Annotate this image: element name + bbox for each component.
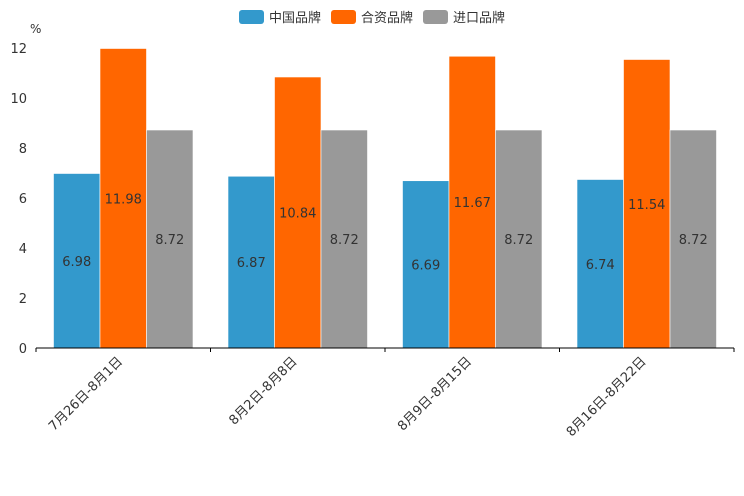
legend-item-imported[interactable]: 进口品牌 — [423, 7, 505, 26]
x-tick-label: 8月16日-8月22日 — [564, 354, 650, 440]
y-tick-label: 12 — [10, 42, 27, 57]
legend-swatch-imported — [423, 9, 448, 24]
data-label-series-1-cat-1: 10.84 — [279, 207, 316, 222]
data-label-series-1-cat-0: 11.98 — [105, 192, 142, 207]
data-label-series-2-cat-0: 8.72 — [155, 233, 184, 248]
y-tick-label: 10 — [10, 92, 27, 107]
x-tick-label: 7月26日-8月1日 — [46, 354, 126, 434]
y-axis: 0 2 4 6 8 10 12 — [10, 42, 27, 357]
legend-swatch-china — [238, 9, 264, 24]
legend-label-joint-venture: 合资品牌 — [360, 11, 413, 26]
bar-series-1-cat-3[interactable] — [623, 59, 671, 349]
data-labels: 6.98 11.98 8.72 6.87 10.84 8.72 6.69 11.67 8.72 6… — [62, 192, 707, 273]
bar-series-2-cat-3[interactable] — [669, 129, 717, 349]
x-axis: 7月26日-8月1日 8月2日-8月8日 8月9日-8月15日 8月16日-8月22日 — [35, 348, 735, 440]
bars — [53, 48, 717, 349]
legend-item-joint-venture[interactable]: 合资品牌 — [330, 7, 413, 26]
legend-label-imported: 进口品牌 — [453, 11, 506, 26]
bar-series-0-cat-3[interactable] — [576, 179, 624, 349]
y-axis-unit: % — [30, 22, 41, 36]
bar-series-2-cat-1[interactable] — [320, 129, 368, 349]
data-label-series-1-cat-2: 11.67 — [454, 196, 491, 211]
legend-label-china: 中国品牌 — [268, 11, 321, 26]
legend-swatch-joint-venture — [330, 9, 356, 24]
data-label-series-2-cat-1: 8.72 — [330, 233, 359, 248]
data-label-series-0-cat-0: 6.98 — [62, 255, 91, 270]
bar-series-1-cat-0[interactable] — [99, 48, 147, 349]
bar-series-0-cat-1[interactable] — [227, 175, 275, 349]
x-tick-label: 8月2日-8月8日 — [226, 354, 300, 428]
bar-series-0-cat-0[interactable] — [53, 173, 101, 349]
x-tick-label: 8月9日-8月15日 — [395, 354, 475, 434]
bar-series-2-cat-2[interactable] — [495, 129, 543, 349]
y-tick-label: 8 — [19, 142, 27, 157]
y-tick-label: 4 — [19, 242, 27, 257]
legend: 中国品牌 合资品牌 进口品牌 — [0, 7, 744, 26]
data-label-series-2-cat-2: 8.72 — [504, 233, 533, 248]
data-label-series-2-cat-3: 8.72 — [679, 233, 708, 248]
bar-series-1-cat-1[interactable] — [274, 76, 322, 349]
bar-series-0-cat-2[interactable] — [402, 180, 450, 349]
y-tick-label: 0 — [19, 342, 27, 357]
data-label-series-0-cat-3: 6.74 — [586, 258, 615, 273]
y-tick-label: 2 — [19, 292, 27, 307]
data-label-series-1-cat-3: 11.54 — [628, 198, 665, 213]
data-label-series-0-cat-1: 6.87 — [237, 256, 266, 271]
data-label-series-0-cat-2: 6.69 — [411, 258, 440, 273]
y-tick-label: 6 — [19, 192, 27, 207]
legend-item-china[interactable]: 中国品牌 — [238, 7, 321, 26]
bar-series-1-cat-2[interactable] — [448, 55, 496, 349]
